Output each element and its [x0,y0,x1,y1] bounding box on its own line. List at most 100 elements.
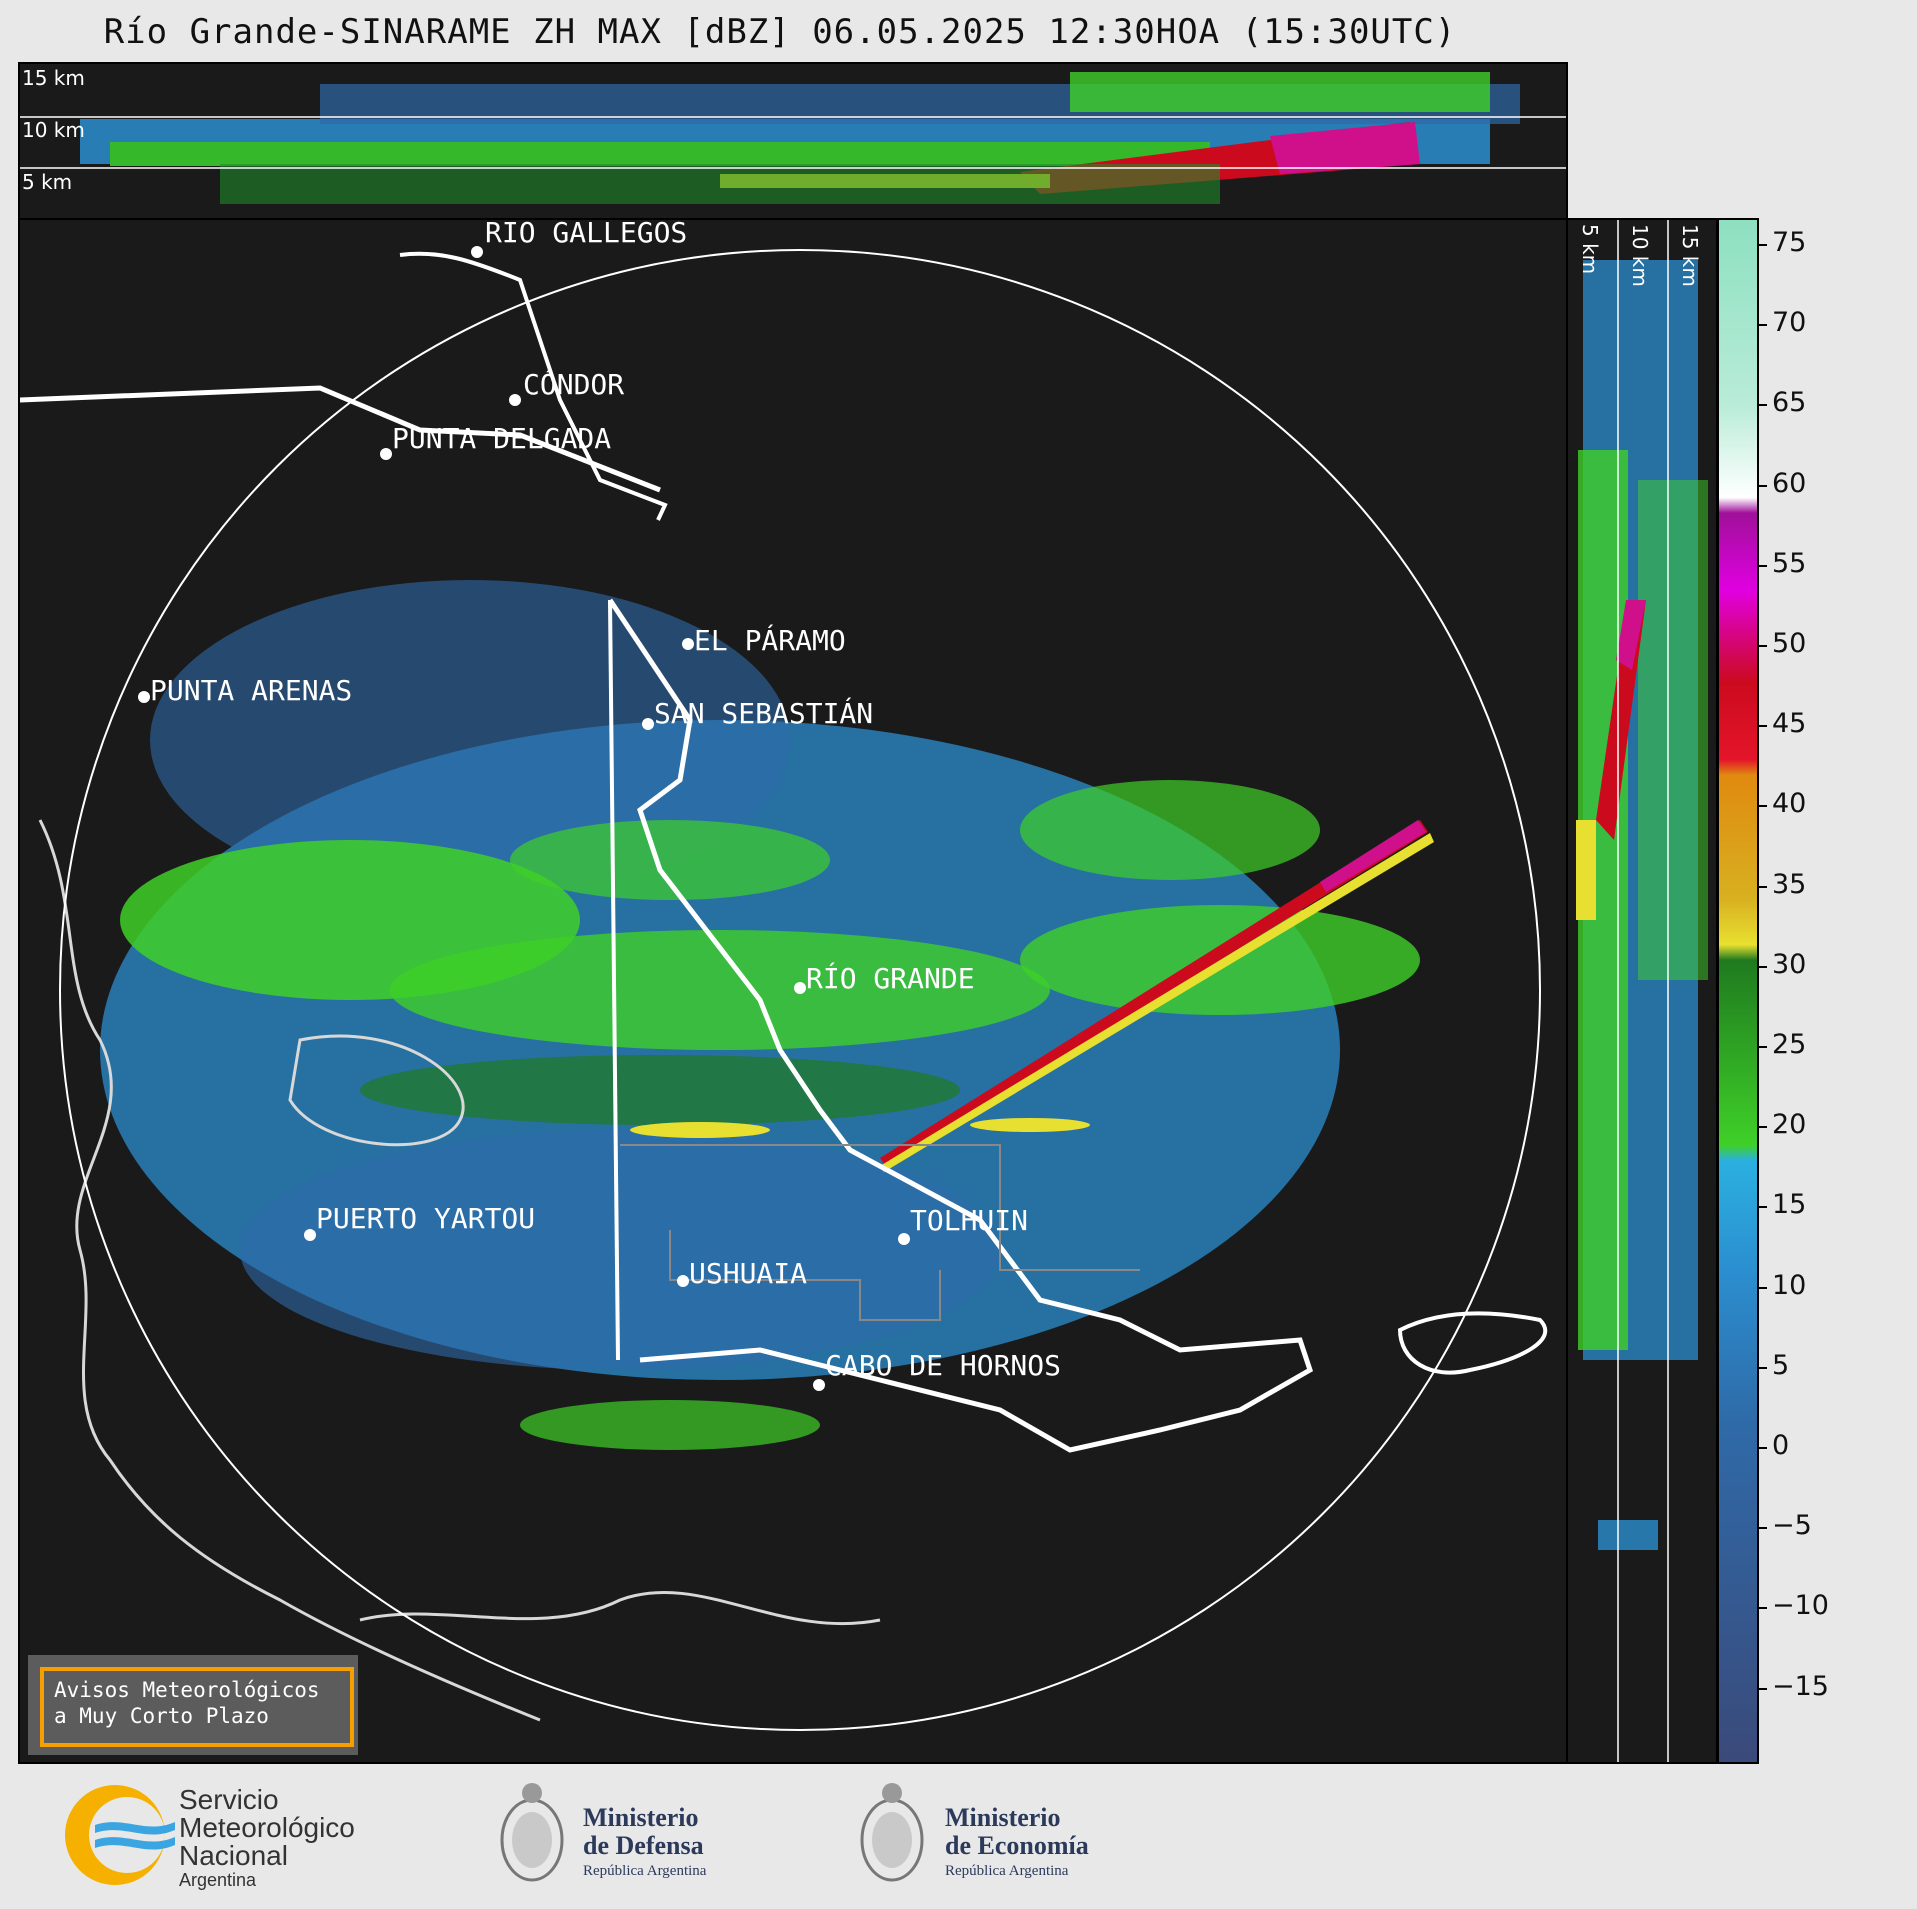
city-point-el-paramo [682,638,694,650]
economia-line-1: Ministerio [945,1803,1061,1832]
coastline-inner-west [288,1034,465,1147]
dbz-colorbar [1717,218,1759,1764]
page-title: Río Grande-SINARAME ZH MAX [dBZ] 06.05.2… [103,12,1457,52]
top-cross-section-panel: 15 km 10 km 5 km [18,62,1568,220]
city-label-punta-delgada: PUNTA DELGADA [392,422,611,455]
colorbar-tick-mark [1757,645,1767,647]
smn-logo: Servicio Meteorológico Nacional Argentin… [55,1780,395,1890]
city-label-rio-grande: RÍO GRANDE [806,961,975,995]
colorbar-tick-label: 35 [1772,868,1807,900]
city-point-tolhuin [898,1233,910,1245]
echo-dark-green [360,1055,960,1125]
colorbar-tick-label: 50 [1772,628,1807,659]
side-5km-label: 5 km [1578,224,1602,275]
echo-green-mid [510,820,830,900]
city-point-ushuaia [677,1275,689,1287]
colorbar-tick-label: 0 [1772,1430,1790,1461]
boundary-gallegos [399,251,668,521]
top-echo-lower-band [220,164,1220,204]
colorbar-tick-mark [1757,1607,1767,1610]
colorbar-tick-mark [1757,1286,1767,1289]
boundary-islands-east [1397,1311,1548,1375]
economia-line-3: República Argentina [945,1863,1069,1879]
echo-spike-yellow [880,833,1434,1172]
echo-green-south [520,1400,820,1450]
colorbar-tick-label: 60 [1772,467,1807,499]
radar-map-panel: RÍO GALLEGOS CÓNDOR PUNTA DELGADA EL PÁR… [18,218,1568,1764]
city-label-punta-arenas: PUNTA ARENAS [150,674,352,707]
colorbar-tick-mark [1757,564,1767,567]
colorbar-tick-mark [1757,965,1767,968]
city-point-rio-gallegos [471,246,483,258]
colorbar-tick-mark [1757,1126,1767,1129]
colorbar-tick-label: 45 [1772,708,1807,740]
echo-yellow-1 [630,1122,770,1138]
colorbar-tick-label: 70 [1772,307,1807,339]
city-point-cabo-de-hornos [813,1379,825,1391]
colorbar-tick-label: 30 [1772,948,1807,980]
colorbar-tick-mark [1757,1527,1767,1530]
city-label-cabo-de-hornos: CABO DE HORNOS [825,1349,1061,1382]
colorbar-tick-mark [1757,404,1767,407]
smn-line-4: Argentina [179,1870,257,1890]
aviso-box: Avisos Meteorológicos a Muy Corto Plazo [28,1655,358,1755]
defensa-line-2: de Defensa [583,1831,704,1860]
colorbar-tick-label: 20 [1772,1109,1807,1141]
economia-shield-icon [860,1783,924,1882]
city-label-rio-gallegos: RÍO GALLEGOS [485,220,687,249]
colorbar-tick-mark [1757,324,1767,327]
city-label-el-paramo: EL PÁRAMO [694,623,846,657]
aviso-frame: Avisos Meteorológicos a Muy Corto Plazo [40,1667,354,1747]
colorbar-tick-label: 65 [1772,387,1807,419]
side-echo-blue-low [1598,1520,1658,1550]
city-label-ushuaia: USHUAIA [689,1257,807,1290]
boundary-east-coast [607,598,1314,1453]
echo-blue-field-north [150,580,790,900]
colorbar-tick-mark [1757,1447,1767,1449]
top-15km-label: 15 km [22,66,85,90]
side-echo-magenta [1616,600,1646,670]
city-point-punta-arenas [138,691,150,703]
city-point-punta-delgada [380,448,392,460]
smn-line-1: Servicio [179,1784,279,1815]
colorbar-tick-mark [1757,484,1767,487]
colorbar-tick-label: 10 [1772,1269,1807,1301]
echo-spike-magenta [1320,820,1426,892]
side-echo-green-upper [1638,480,1708,980]
aviso-line-1: Avisos Meteorológicos [54,1678,320,1702]
colorbar-tick-label: −10 [1772,1590,1829,1622]
top-echo-magenta-band [1270,122,1420,174]
colorbar-tick-mark [1757,244,1767,246]
city-label-puerto-yartou: PUERTO YARTOU [316,1202,535,1235]
colorbar-tick-label: 75 [1772,227,1807,258]
colorbar-tick-label: 55 [1772,547,1807,579]
aviso-line-2: a Muy Corto Plazo [54,1704,269,1728]
echo-yellow-2 [970,1118,1090,1132]
side-15km-label: 15 km [1678,224,1702,287]
colorbar-tick-mark [1757,1206,1767,1209]
city-point-condor [509,394,521,406]
colorbar-tick-mark [1757,1366,1767,1369]
colorbar-tick-label: 5 [1772,1349,1790,1381]
city-point-rio-grande [794,982,806,994]
colorbar-tick-label: 40 [1772,788,1807,820]
side-cross-section-plot [1576,220,1708,1762]
echo-blue-field-south [240,1130,1000,1370]
defensa-shield-icon [500,1783,564,1882]
echo-spike-red [880,820,1428,1166]
city-point-san-sebastian [642,718,654,730]
colorbar-tick-mark [1757,1687,1767,1690]
city-label-tolhuin: TOLHUIN [910,1204,1028,1237]
top-cross-section-plot [20,72,1566,204]
city-point-puerto-yartou [304,1229,316,1241]
economia-logo: Ministerio de Economía República Argenti… [855,1775,1175,1895]
defensa-logo: Ministerio de Defensa República Argentin… [495,1775,795,1895]
top-echo-green-upper [1070,72,1490,112]
economia-line-2: de Economía [945,1831,1089,1860]
smn-logo-icon [65,1785,175,1885]
top-10km-label: 10 km [22,118,85,142]
coastline-south-islands [359,1590,881,1626]
boundary-north [20,385,661,493]
colorbar-tick-mark [1757,885,1767,888]
colorbar-tick-label: 25 [1772,1029,1807,1060]
